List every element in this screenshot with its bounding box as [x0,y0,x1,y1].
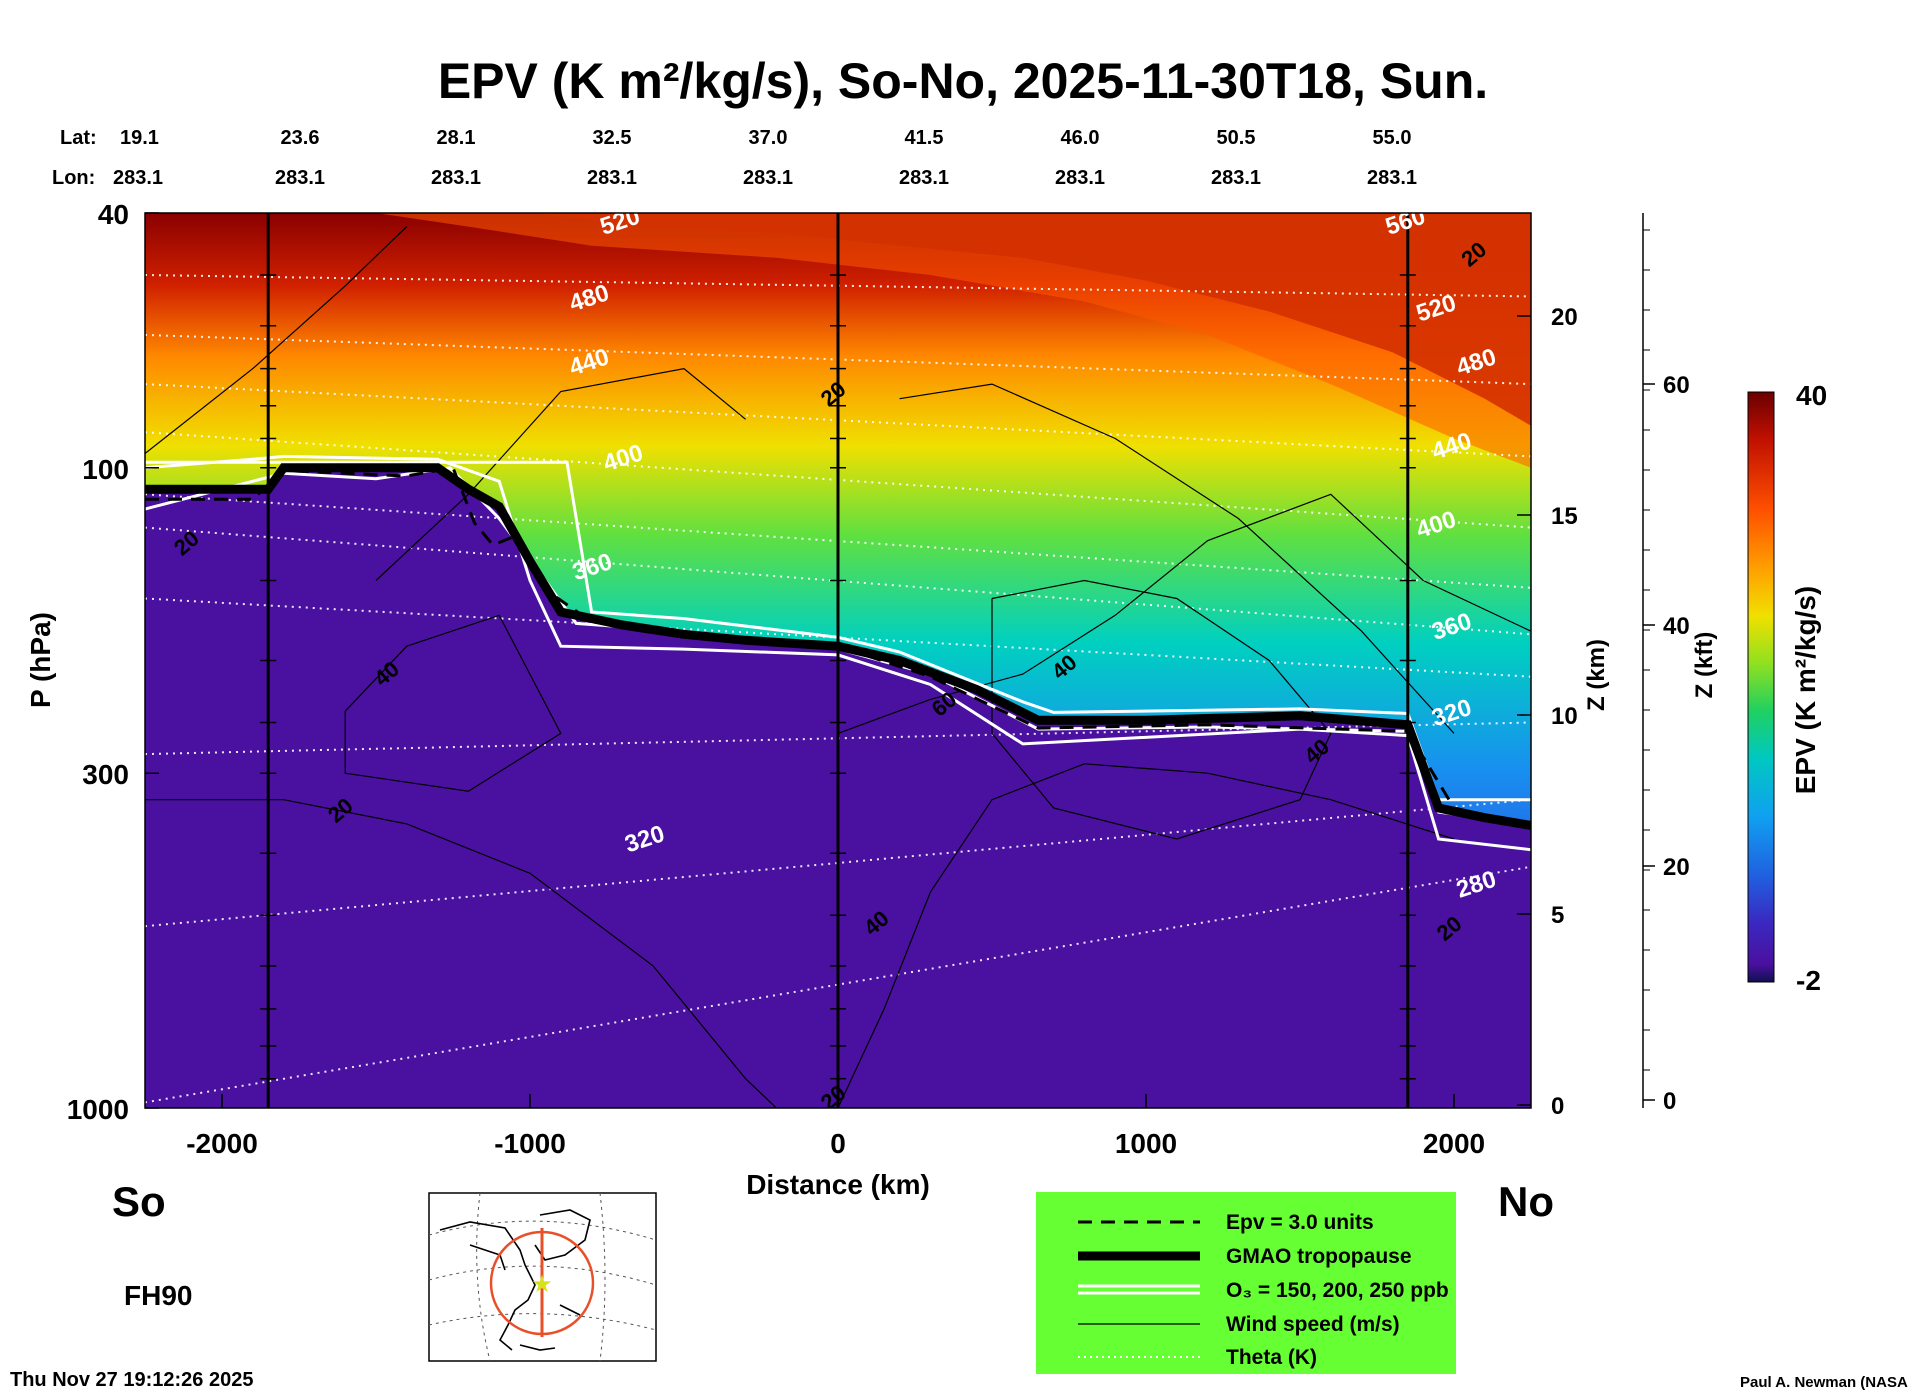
high-epv-fringe [376,213,1531,468]
z-km-tick-label: 15 [1551,503,1578,530]
lon-value: 283.1 [899,167,949,189]
lon-label: Lon: [52,167,95,189]
high-epv-region [376,213,1531,468]
lon-value: 283.1 [431,167,481,189]
colorbar-label: EPV (K m²/kg/s) [1790,586,1821,794]
lon-value: 283.1 [1367,167,1417,189]
chart-title: EPV (K m²/kg/s), So-No, 2025-11-30T18, S… [438,53,1488,109]
lat-lon-header: Lat: Lon: 19.1 23.6 28.1 32.5 37.0 41.5 46.0 50… [52,127,1417,189]
legend-label-wind: Wind speed (m/s) [1226,1313,1400,1336]
lon-value: 283.1 [587,167,637,189]
theta-contour [145,184,1531,206]
x-tick-label: -2000 [186,1128,258,1159]
z-km-tick-label: 20 [1551,304,1578,331]
x-tick-label: -1000 [494,1128,566,1159]
ozone-contour-250 [145,454,1531,852]
wind-speed-contour [837,763,1455,1108]
lat-value: 28.1 [437,127,476,149]
lon-value: 283.1 [113,167,163,189]
colorbar-tick-bottom: -2 [1796,965,1821,996]
forecast-hour: FH90 [124,1280,192,1311]
x-tick-label: 2000 [1423,1128,1485,1159]
y-tick-label: 40 [98,199,129,230]
x-tick-label: 0 [830,1128,846,1159]
legend-label-ozone: O₃ = 150, 200, 250 ppb [1226,1279,1449,1302]
z-kft-tick-label: 20 [1663,854,1690,881]
wind-speed-contour [375,367,746,581]
map-star-icon: ★ [531,1270,553,1298]
lat-value: 41.5 [905,127,944,149]
z-kft-axis: 60 40 20 0 [1642,213,1690,1115]
wind-speed-contour [899,383,1455,734]
z-km-tick-label: 0 [1551,1093,1564,1120]
location-map: ★ [428,1192,657,1362]
z-km-tick-label: 10 [1551,703,1578,730]
vertical-marker-lines [260,213,1416,1108]
legend: Epv = 3.0 units GMAO tropopause O₃ = 150… [1036,1192,1456,1374]
legend-label-theta: Theta (K) [1226,1346,1317,1369]
lat-value: 19.1 [120,127,159,149]
lat-value: 23.6 [281,127,320,149]
z-km-axis-label: Z (km) [1583,639,1610,711]
timestamp: Thu Nov 27 19:12:26 2025 [10,1369,253,1391]
wind-speed-contour [145,799,777,1108]
wind-speed-contour [145,226,408,454]
gmao-tropopause-line [145,463,1531,830]
z-kft-axis-label: Z (kft) [1691,632,1718,699]
theta-contour [145,526,1531,636]
y-axis: 40 100 300 1000 [67,199,159,1125]
legend-label-epv: Epv = 3.0 units [1226,1211,1374,1234]
lon-value: 283.1 [275,167,325,189]
z-kft-tick-label: 0 [1663,1088,1676,1115]
epv-color-field: 5605205204804804404404004003603603203202… [145,184,1531,1108]
y-tick-label: 100 [82,454,129,485]
lon-value: 283.1 [743,167,793,189]
z-km-tick-label: 5 [1551,902,1564,929]
credit: Paul A. Newman (NASA [1740,1374,1908,1391]
wind-speed-contour [344,614,562,792]
lat-value: 32.5 [593,127,632,149]
lat-value: 46.0 [1061,127,1100,149]
legend-label-tropopause: GMAO tropopause [1226,1245,1412,1268]
south-label: So [112,1178,166,1225]
x-axis-label: Distance (km) [746,1169,930,1200]
colorbar: 40 -2 EPV (K m²/kg/s) [1747,380,1827,996]
y-tick-label: 1000 [67,1094,129,1125]
z-kft-tick-label: 40 [1663,613,1690,640]
lat-value: 37.0 [749,127,788,149]
lon-value: 283.1 [1055,167,1105,189]
z-kft-tick-label: 60 [1663,372,1690,399]
y-axis-label: P (hPa) [25,612,56,708]
theta-contour [145,798,1531,928]
lat-value: 50.5 [1217,127,1256,149]
x-axis: -2000 -1000 0 1000 2000 [186,1094,1485,1159]
lat-label: Lat: [60,127,97,149]
y-tick-label: 300 [82,759,129,790]
lat-value: 55.0 [1373,127,1412,149]
north-label: No [1498,1178,1554,1225]
colorbar-tick-top: 40 [1796,380,1827,411]
x-tick-label: 1000 [1115,1128,1177,1159]
wind-speed-contour [991,579,1332,840]
z-km-axis: 20 15 10 5 0 [1517,304,1578,1120]
lon-value: 283.1 [1211,167,1261,189]
colorbar-gradient [1747,391,1775,983]
